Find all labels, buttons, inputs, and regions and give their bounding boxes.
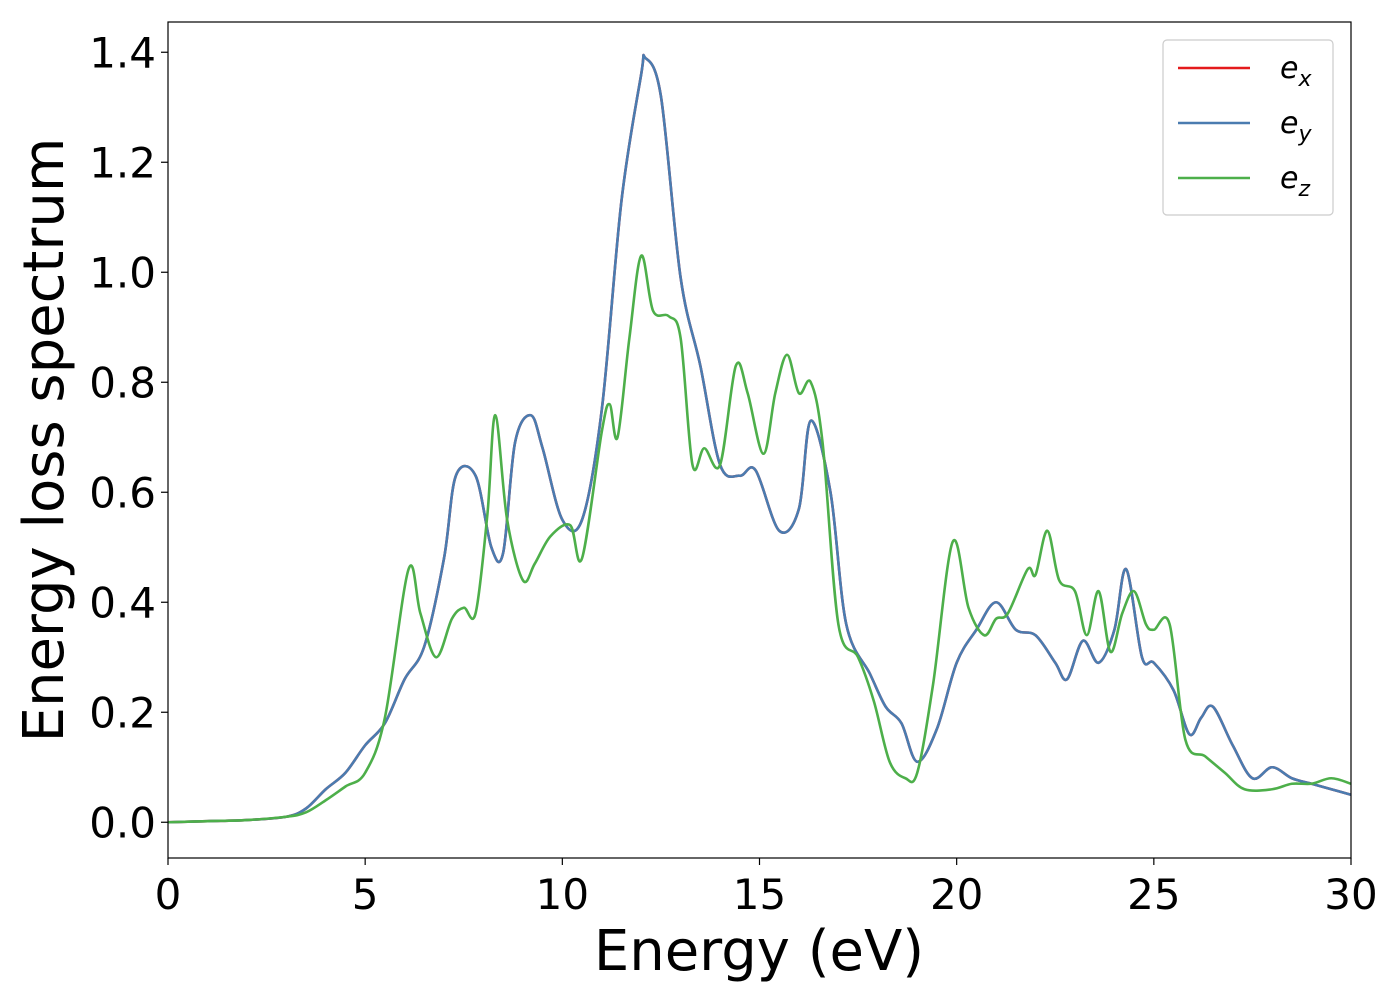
y-tick-label: 1.4 — [89, 28, 156, 77]
y-axis-label: Energy loss spectrum — [12, 138, 77, 743]
x-tick-label: 10 — [536, 870, 589, 919]
legend-box — [1162, 39, 1334, 216]
legend-label-z: ez — [1280, 161, 1310, 202]
y-tick-label: 0.6 — [89, 468, 156, 517]
x-tick-label: 15 — [733, 870, 786, 919]
y-axis-ticks: 0.0 0.2 0.4 0.6 0.8 1.0 1.2 1.4 — [89, 28, 168, 847]
x-tick-label: 0 — [155, 870, 182, 919]
x-tick-label: 30 — [1324, 870, 1377, 919]
x-tick-label: 25 — [1127, 870, 1180, 919]
plot-frame — [167, 21, 1352, 859]
y-tick-label: 0.2 — [89, 688, 156, 737]
x-axis-ticks: 0 5 10 15 20 25 30 — [155, 858, 1378, 919]
series-layer — [167, 53, 1352, 824]
y-tick-label: 1.2 — [89, 138, 156, 187]
y-tick-label: 0.0 — [89, 798, 156, 847]
legend-label-x: ex — [1280, 51, 1312, 92]
legend-label-y: ey — [1280, 106, 1312, 147]
x-tick-label: 20 — [930, 870, 983, 919]
series-line-y — [167, 53, 1352, 824]
y-tick-label: 1.0 — [89, 248, 156, 297]
plot-area — [168, 22, 1351, 858]
y-tick-label: 0.8 — [89, 358, 156, 407]
x-tick-label: 5 — [352, 870, 379, 919]
y-tick-label: 0.4 — [89, 578, 156, 627]
x-axis-label: Energy (eV) — [594, 919, 924, 984]
series-line-z — [167, 254, 1352, 824]
legend: ex ey ez — [1162, 39, 1334, 216]
